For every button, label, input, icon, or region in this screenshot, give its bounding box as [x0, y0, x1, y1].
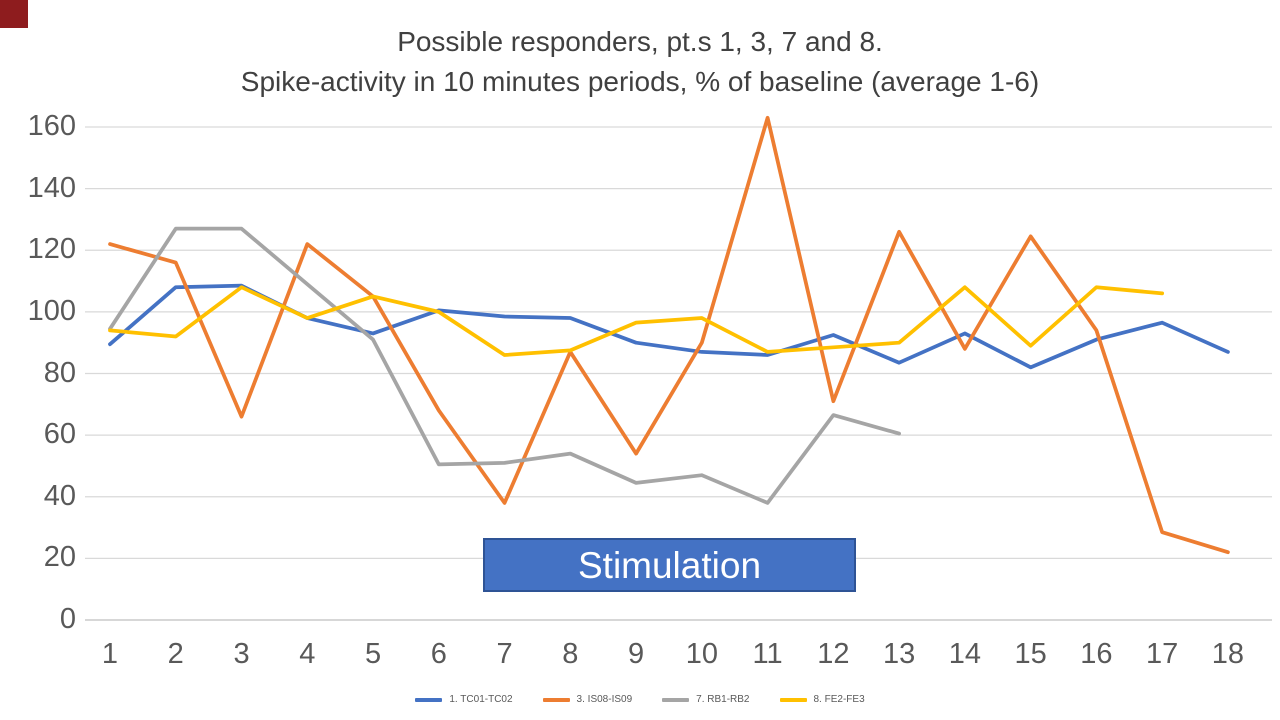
x-tick-label-2: 2 — [167, 638, 184, 670]
y-tick-label-0: 0 — [59, 603, 76, 635]
legend-item-7-rb1-rb2: 7. RB1-RB2 — [662, 694, 750, 705]
y-tick-label-80: 80 — [43, 356, 76, 389]
x-tick-label-12: 12 — [817, 638, 850, 670]
y-tick-label-60: 60 — [43, 418, 76, 451]
legend-label: 3. IS08-IS09 — [576, 694, 633, 705]
legend-item-8-fe2-fe3: 8. FE2-FE3 — [779, 694, 865, 705]
x-tick-label-11: 11 — [752, 638, 783, 670]
x-tick-label-18: 18 — [1211, 638, 1245, 670]
series-line-1-tc01-tc02 — [108, 283, 1230, 370]
chart-title: Possible responders, pt.s 1, 3, 7 and 8.… — [0, 22, 1280, 102]
chart-legend: 1. TC01-TC02 3. IS08-IS09 7. RB1-RB2 8. FE2… — [0, 694, 1280, 705]
legend-label: 7. RB1-RB2 — [696, 694, 750, 705]
x-tick-label-15: 15 — [1014, 638, 1047, 670]
y-tick-label-100: 100 — [27, 294, 76, 327]
series-line-8-fe2-fe3 — [108, 285, 1165, 357]
x-tick-label-9: 9 — [628, 638, 645, 670]
x-tick-label-10: 10 — [685, 638, 718, 670]
legend-marker-icon — [662, 697, 690, 702]
x-tick-label-16: 16 — [1080, 638, 1113, 670]
x-tick-label-4: 4 — [299, 638, 316, 670]
x-tick-label-14: 14 — [948, 638, 981, 670]
y-tick-label-120: 120 — [27, 233, 76, 266]
legend-item-1-tc01-tc02: 1. TC01-TC02 — [415, 694, 513, 705]
stimulation-annotation: Stimulation — [483, 538, 856, 592]
series-line-3-is08-is09 — [108, 115, 1230, 555]
x-tick-label-17: 17 — [1146, 638, 1179, 670]
x-tick-label-7: 7 — [496, 638, 513, 670]
legend-label: 1. TC01-TC02 — [449, 694, 513, 705]
x-tick-label-13: 13 — [882, 638, 916, 670]
y-tick-label-40: 40 — [43, 479, 76, 512]
y-tick-label-140: 140 — [27, 171, 76, 204]
y-tick-label-160: 160 — [27, 110, 76, 142]
legend-label: 8. FE2-FE3 — [813, 694, 865, 705]
x-tick-label-6: 6 — [430, 638, 447, 670]
chart-title-line1: Possible responders, pt.s 1, 3, 7 and 8. — [397, 26, 883, 57]
stimulation-label: Stimulation — [577, 544, 762, 586]
x-tick-label-1: 1 — [101, 638, 119, 670]
x-tick-label-8: 8 — [562, 638, 579, 670]
x-tick-label-5: 5 — [364, 638, 382, 670]
y-tick-label-20: 20 — [43, 541, 76, 574]
legend-item-3-is08-is09: 3. IS08-IS09 — [542, 694, 633, 705]
legend-marker-icon — [542, 697, 570, 702]
legend-marker-icon — [779, 697, 807, 702]
series-line-7-rb1-rb2 — [108, 226, 901, 505]
legend-marker-icon — [415, 697, 443, 702]
x-tick-label-3: 3 — [233, 638, 250, 670]
chart-title-line2: Spike-activity in 10 minutes periods, % … — [240, 66, 1040, 97]
corner-decoration-square — [0, 0, 28, 28]
